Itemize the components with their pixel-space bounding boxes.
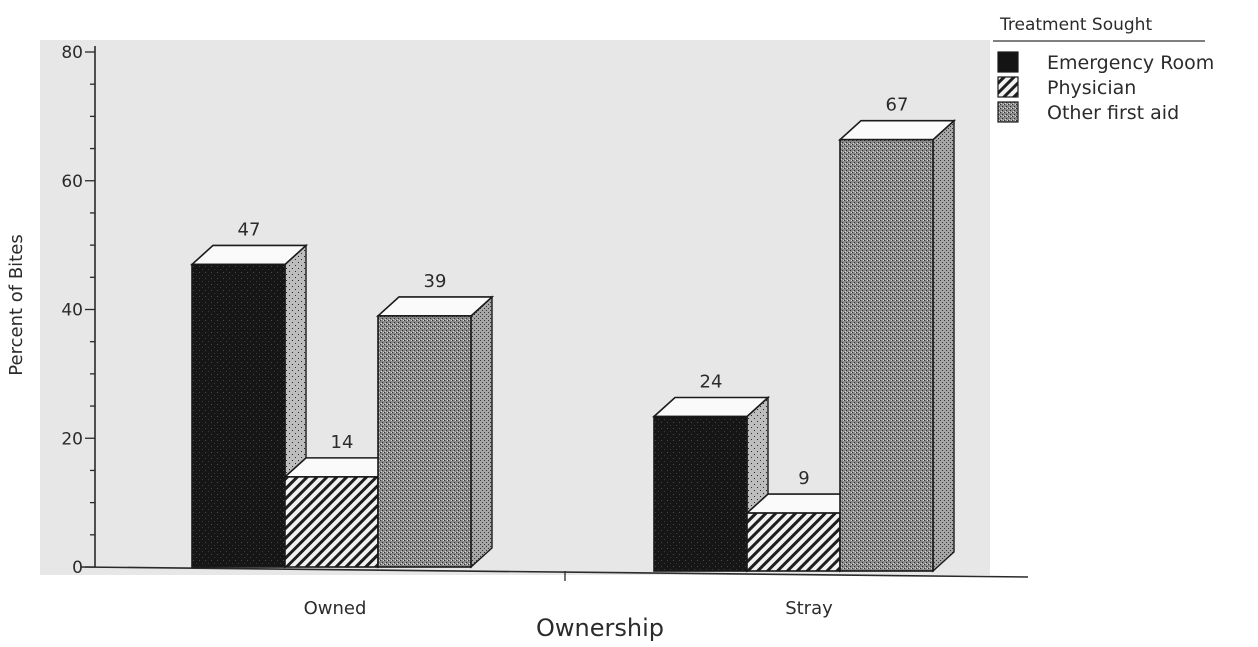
legend-swatch xyxy=(997,101,1019,123)
legend-title: Treatment Sought xyxy=(999,15,1152,35)
y-tick-label: 40 xyxy=(61,301,83,321)
bar-side-face xyxy=(470,295,493,569)
bar-front-face xyxy=(377,315,472,568)
bar-front-face xyxy=(284,476,379,568)
y-axis-label: Percent of Bites xyxy=(6,234,27,375)
legend-item-other-first-aid: Other first aid xyxy=(997,101,1179,124)
legend: Treatment Sought Emergency Room Physician… xyxy=(993,15,1214,124)
legend-item-emergency-room: Emergency Room xyxy=(997,51,1214,74)
data-label: 67 xyxy=(886,95,909,116)
data-label: 24 xyxy=(700,372,723,393)
y-tick-label: 80 xyxy=(61,43,83,63)
bar-top-face xyxy=(837,119,957,141)
bar-top-face xyxy=(189,244,309,266)
legend-label: Emergency Room xyxy=(1047,52,1214,74)
bar-front-face xyxy=(746,512,841,572)
data-label: 14 xyxy=(331,432,354,453)
data-label: 9 xyxy=(798,468,809,489)
bars-layer xyxy=(189,119,957,573)
bar-other-first-aid-stray xyxy=(837,119,957,573)
legend-item-physician: Physician xyxy=(997,76,1136,99)
y-tick-label: 0 xyxy=(72,558,83,578)
data-label: 47 xyxy=(238,219,261,240)
bar-front-face xyxy=(839,138,934,572)
bar-side-face xyxy=(932,119,955,573)
labels-layer: Owned 47 14 39 Stray 24 9 67 xyxy=(238,95,909,619)
legend-swatch xyxy=(997,51,1019,73)
axes: 0 20 40 60 80 xyxy=(61,43,1029,581)
bar-other-first-aid-owned xyxy=(375,295,495,569)
y-tick-label: 60 xyxy=(61,172,83,192)
x-tick-label: Stray xyxy=(785,598,833,619)
legend-label: Other first aid xyxy=(1047,102,1179,124)
x-axis-line xyxy=(80,566,1029,578)
y-tick-label: 20 xyxy=(61,429,83,449)
bar-top-face xyxy=(375,296,495,317)
bar-front-face xyxy=(653,415,748,572)
legend-label: Physician xyxy=(1047,77,1136,99)
x-axis-label: Ownership xyxy=(536,614,664,642)
bar-front-face xyxy=(191,263,286,568)
data-label: 39 xyxy=(424,271,447,292)
bar-top-face xyxy=(651,396,771,418)
bar-emergency-room-owned xyxy=(189,243,309,569)
x-tick-label: Owned xyxy=(304,598,367,619)
legend-swatch xyxy=(997,76,1019,98)
